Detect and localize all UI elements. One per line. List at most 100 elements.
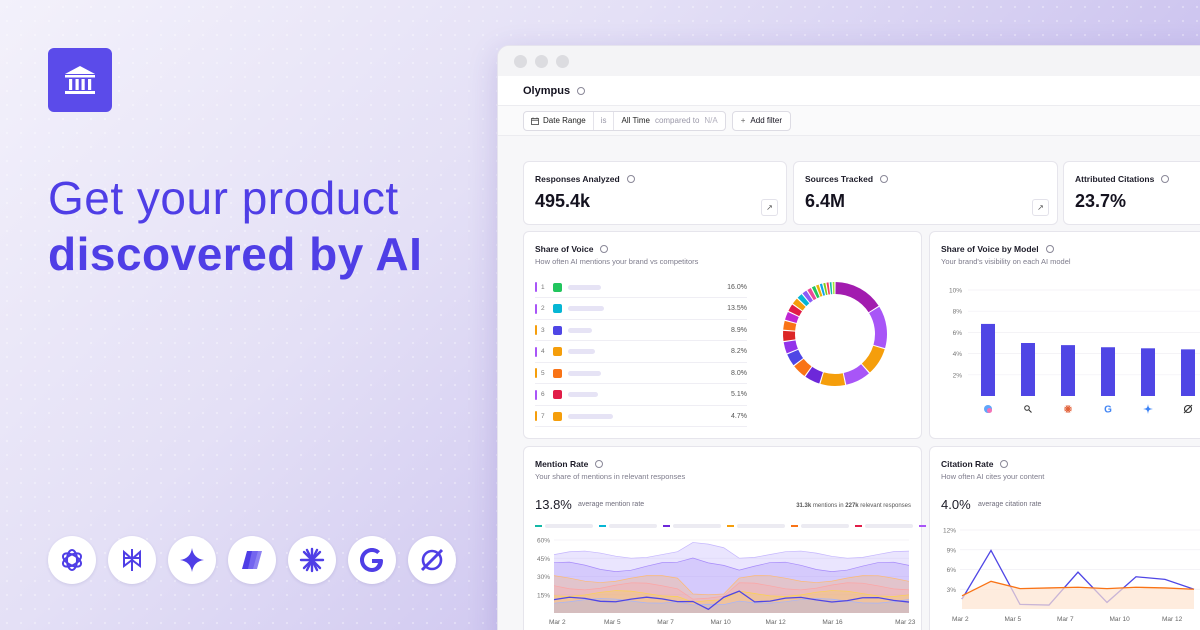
legend-item[interactable] [599, 524, 657, 528]
card-title: Share of Voice by Model [941, 244, 1039, 254]
bank-icon [65, 66, 95, 94]
row-tick [535, 303, 537, 314]
brand-avatar [552, 304, 562, 313]
y-tick-label: 6% [947, 567, 957, 574]
legend-item[interactable] [727, 524, 785, 528]
donut-slice [794, 358, 812, 377]
row-rank: 7 [541, 412, 545, 420]
filter-operator: is [594, 111, 615, 130]
bar [1061, 345, 1075, 396]
stat-label: Responses Analyzed [535, 174, 620, 184]
sov-row[interactable]: 3 8.9% [535, 320, 747, 341]
sov-row[interactable]: 1 16.0% [535, 277, 747, 298]
brand-avatar [552, 325, 562, 335]
card-subtitle: How often AI cites your content [941, 472, 1045, 481]
donut-slice [802, 290, 813, 303]
legend-item[interactable] [855, 524, 913, 528]
headline-line-1: Get your product [48, 172, 399, 224]
filter-value[interactable]: All Time compared to N/A [621, 116, 718, 125]
sov-by-model-card: Share of Voice by Model Your brand's vis… [929, 231, 1200, 439]
donut-slice [783, 320, 797, 331]
info-icon[interactable] [1045, 245, 1054, 253]
chatgpt-icon [48, 536, 96, 584]
sov-row[interactable]: 2 13.5% [535, 299, 747, 320]
headline-line-2: discovered by AI [48, 228, 423, 280]
row-rank: 6 [541, 391, 545, 398]
legend-item[interactable] [791, 524, 849, 528]
date-range-label[interactable]: Date Range [524, 111, 594, 130]
brand-name-placeholder [567, 284, 601, 290]
brand-avatar [552, 411, 562, 421]
headline: Get your product discovered by AI [48, 170, 422, 282]
mention-rate-chart: 60% 45% 30% 15% Mar 2 Mar 5 Mar 7 Mar 10 Mar 12 M… [537, 538, 916, 627]
sov-row[interactable]: 7 4.7% [535, 406, 747, 427]
brand-name-placeholder [567, 327, 592, 333]
bar [1141, 348, 1155, 396]
claude-icon [288, 536, 336, 584]
area-series [554, 582, 909, 613]
info-icon[interactable] [880, 175, 889, 183]
open-arrow-icon[interactable]: ↗ [761, 199, 778, 216]
donut-slice [805, 366, 823, 384]
sov-row[interactable]: 4 8.2% [535, 342, 747, 363]
window-close-dot[interactable] [514, 54, 527, 68]
row-tick [535, 411, 537, 421]
calendar-icon [531, 117, 539, 125]
area-series [554, 542, 909, 613]
window-minimize-dot[interactable] [535, 54, 548, 68]
info-icon[interactable] [1161, 175, 1170, 183]
info-icon[interactable] [626, 175, 635, 183]
legend-item[interactable] [663, 524, 721, 528]
share-of-voice-card: Share of Voice How often AI mentions you… [523, 231, 922, 439]
bar [1101, 347, 1115, 396]
y-tick-label: 45% [537, 556, 550, 563]
date-range-filter[interactable]: Date Range is All Time compared to N/A [523, 110, 726, 131]
sov-row[interactable]: 6 5.1% [535, 385, 747, 406]
card-title: Share of Voice [535, 244, 594, 254]
brand-series-line [553, 590, 910, 611]
add-filter-label: Add filter [750, 116, 782, 125]
add-filter-button[interactable]: + Add filter [731, 110, 791, 131]
y-tick-label: 10% [949, 288, 962, 295]
stat-value: 6.4M [805, 191, 846, 211]
row-percent: 16.0% [727, 283, 747, 291]
claude-icon [1064, 405, 1072, 413]
stat-label: Sources Tracked [805, 174, 874, 184]
area-series [554, 590, 909, 613]
mention-rate-card: Mention Rate Your share of mentions in r… [523, 446, 968, 630]
y-tick-label: 2% [953, 372, 963, 379]
y-tick-label: 12% [943, 528, 956, 535]
info-icon[interactable] [577, 86, 586, 95]
info-icon[interactable] [600, 245, 609, 253]
donut-slice [832, 282, 835, 295]
card-title: Mention Rate [535, 459, 589, 469]
donut-slice [788, 304, 803, 317]
donut-slice [823, 282, 828, 296]
mention-count-summary: 31.3k mentions in 227k relevant response… [796, 503, 911, 509]
legend-swatch [727, 525, 734, 527]
brand-name-placeholder [567, 370, 601, 376]
window-maximize-dot[interactable] [556, 54, 569, 68]
donut-slice [783, 330, 796, 342]
dashboard-window: Olympus Date Range is All Time compared … [497, 45, 1200, 630]
brand-name-placeholder [567, 349, 595, 354]
series-line [553, 598, 910, 606]
info-icon[interactable] [1000, 460, 1009, 468]
x-tick-label: Mar 5 [604, 619, 621, 626]
x-tick-label: Mar 2 [549, 619, 566, 626]
sov-row[interactable]: 5 8.0% [535, 363, 747, 384]
open-arrow-icon[interactable]: ↗ [1032, 199, 1049, 216]
project-title: Olympus [523, 84, 571, 97]
citation-rate-card: Citation Rate How often AI cites your co… [929, 446, 1200, 630]
series-line [553, 557, 910, 572]
row-tick [535, 282, 537, 292]
bar [1021, 343, 1035, 396]
legend-item[interactable] [535, 524, 593, 528]
y-tick-label: 8% [953, 309, 963, 316]
row-rank: 2 [541, 305, 545, 312]
series-line [553, 582, 910, 600]
perplexity-icon [108, 536, 156, 584]
info-icon[interactable] [595, 460, 604, 468]
row-percent: 4.7% [731, 412, 747, 420]
mention-rate-label: average mention rate [578, 501, 645, 508]
